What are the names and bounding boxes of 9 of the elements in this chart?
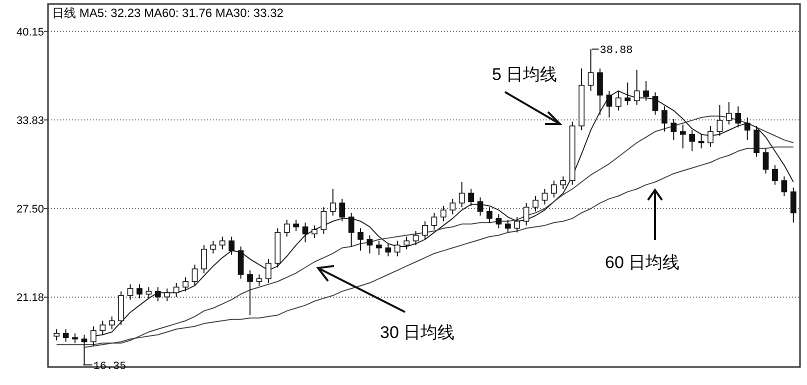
y-tick-label: 27.50 (16, 204, 44, 216)
annotation: 38.88 (600, 45, 633, 58)
y-tick-label: 21.18 (16, 292, 44, 304)
y-tick-label: 40.15 (16, 26, 44, 38)
chart-title: 日线 MA5: 32.23 MA60: 31.76 MA30: 33.32 (52, 6, 284, 20)
annotation: 60 日均线 (605, 253, 680, 272)
annotation: 5 日均线 (492, 65, 558, 84)
y-tick-label: 33.83 (16, 114, 44, 127)
annotation: 30 日均线 (380, 323, 455, 342)
